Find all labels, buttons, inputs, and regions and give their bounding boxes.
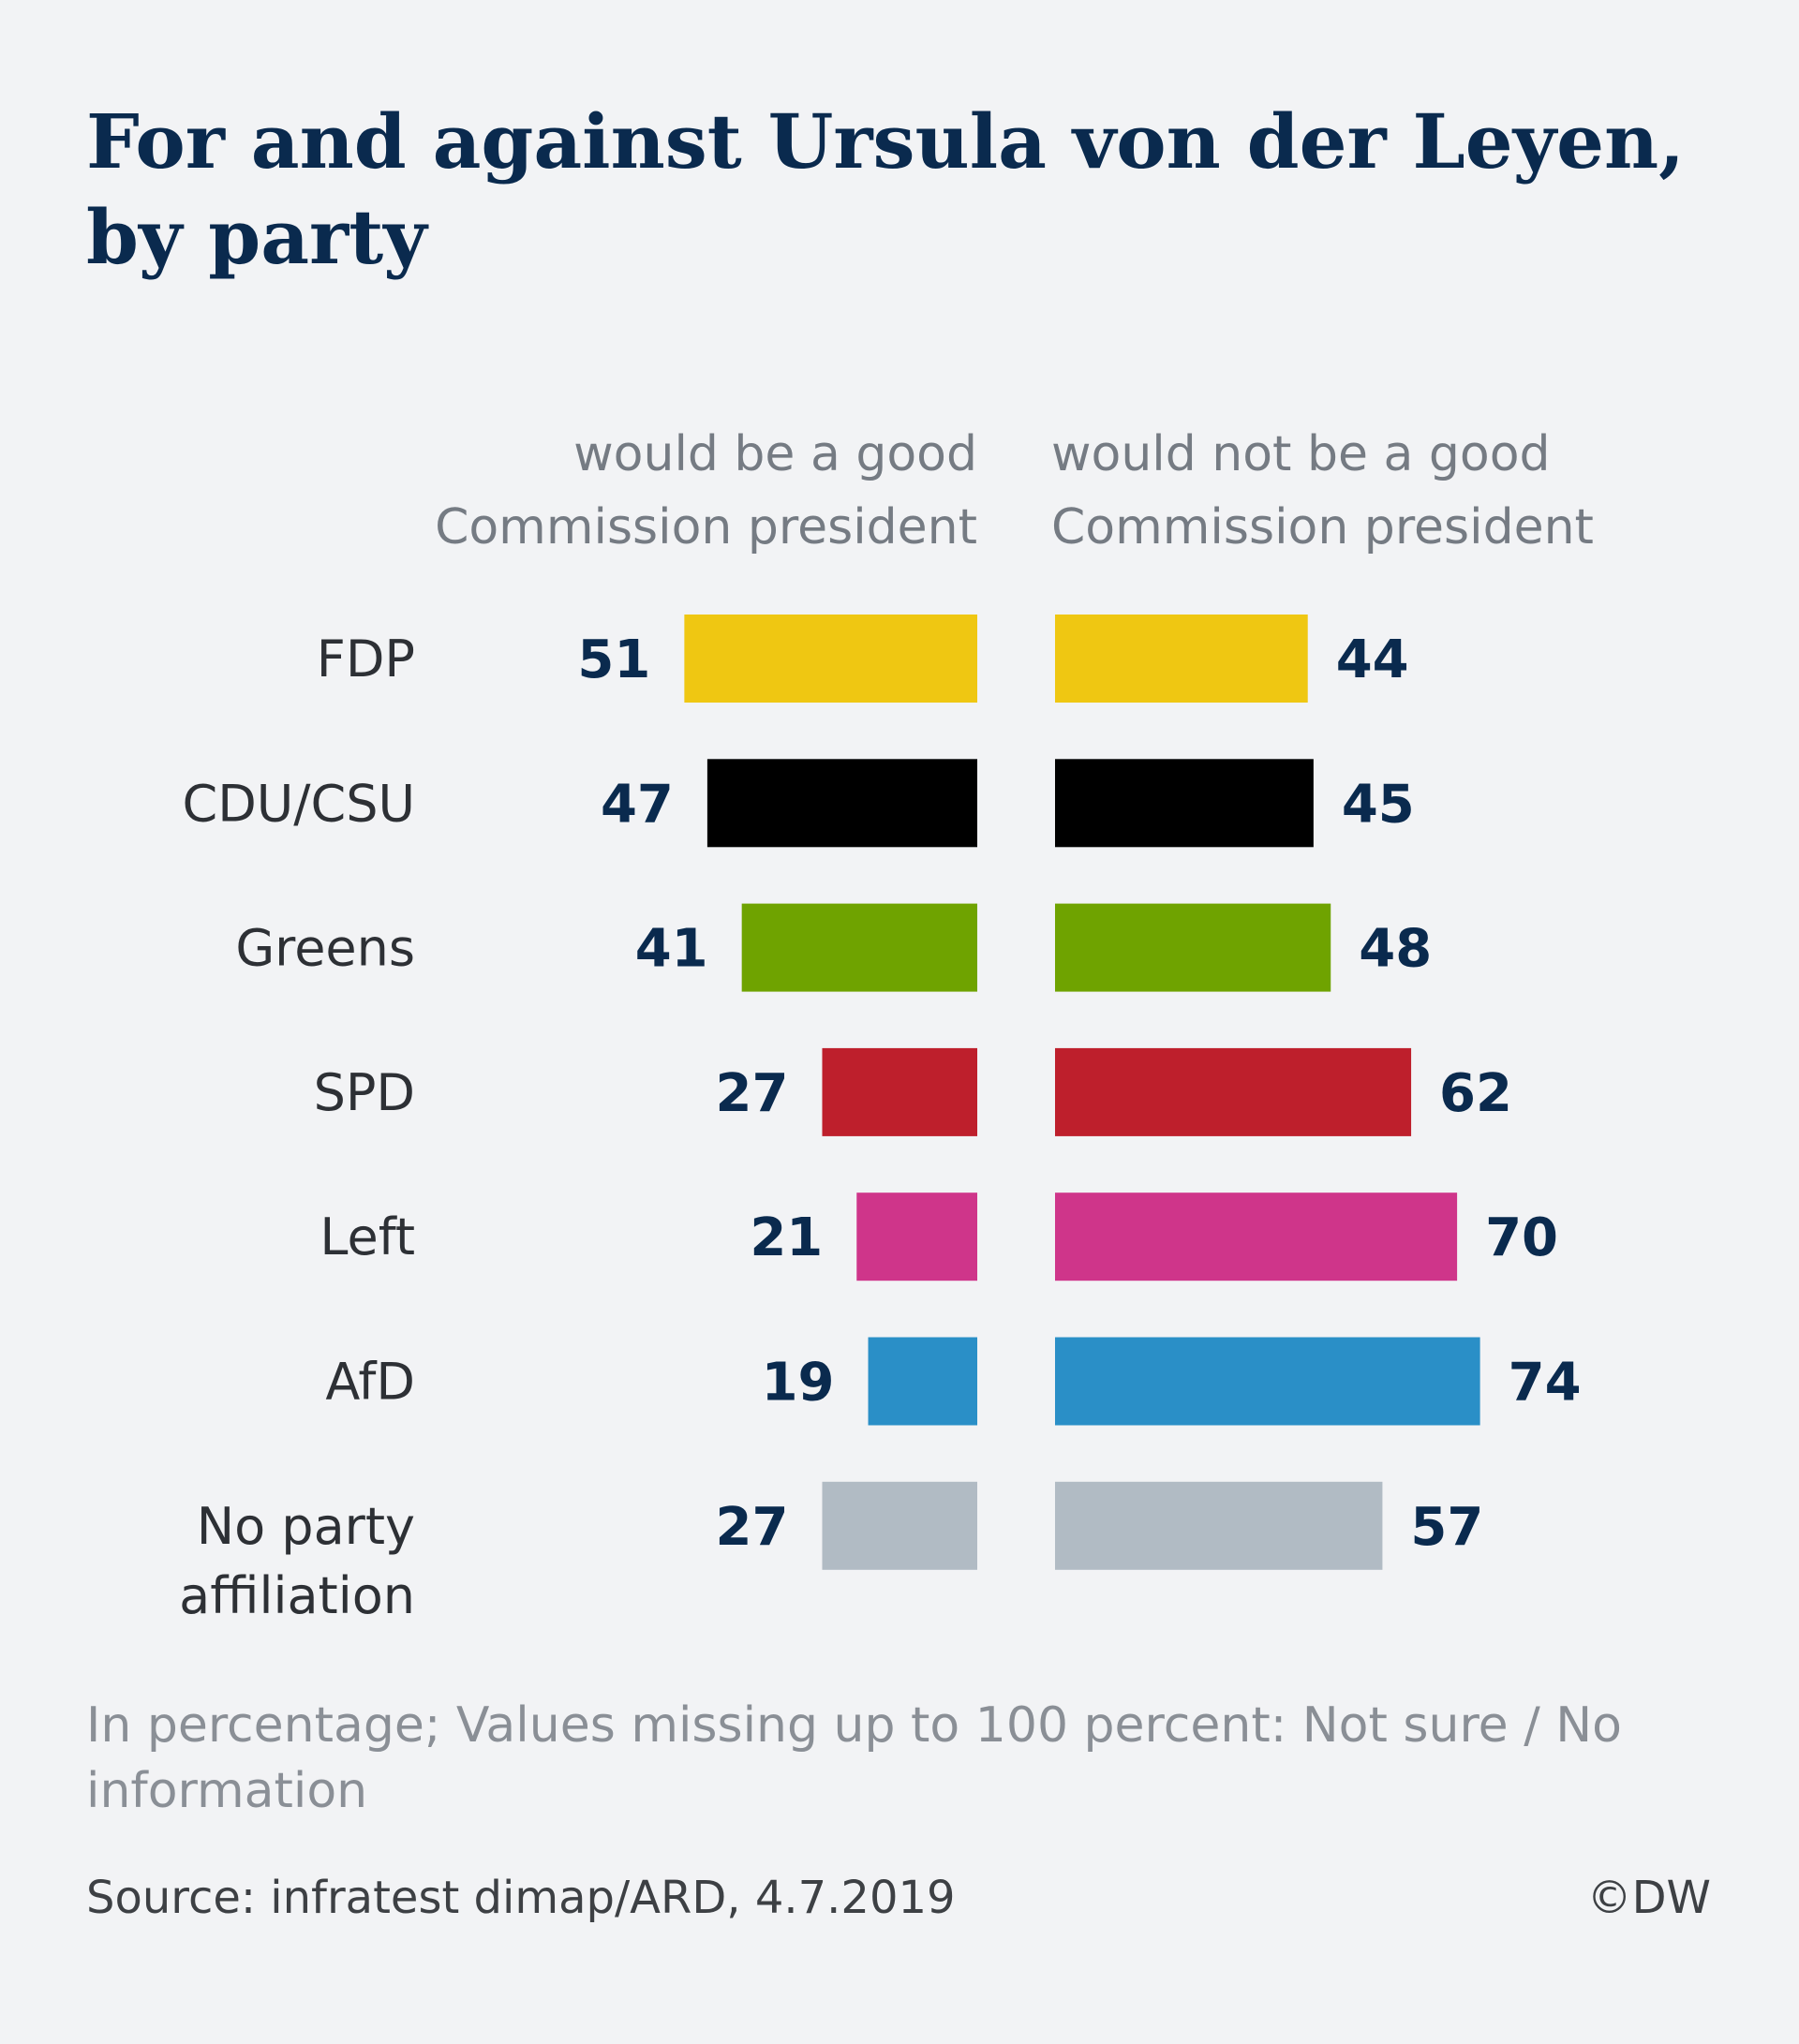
bar-good-afd <box>868 1337 977 1426</box>
value-notgood-spd: 62 <box>1439 1063 1512 1124</box>
category-label-fdp: FDP <box>317 629 415 689</box>
value-notgood-cdu-csu: 45 <box>1342 774 1415 835</box>
value-good-no-party-affiliation: 27 <box>716 1497 789 1558</box>
category-label-cdu-csu: CDU/CSU <box>182 774 415 833</box>
value-notgood-fdp: 44 <box>1336 629 1409 690</box>
bar-good-cdu-csu <box>706 759 977 848</box>
right-series-header: would not be a good Commission president <box>1051 426 1594 555</box>
bar-notgood-afd <box>1055 1337 1480 1426</box>
bar-good-left <box>856 1192 977 1281</box>
value-good-left: 21 <box>750 1207 823 1268</box>
value-notgood-no-party-affiliation: 57 <box>1410 1497 1483 1558</box>
bar-notgood-greens <box>1055 903 1331 992</box>
value-notgood-afd: 74 <box>1509 1353 1582 1414</box>
category-label-no-party-affiliation: No party affiliation <box>179 1497 415 1625</box>
category-label-left: Left <box>320 1207 415 1266</box>
bar-notgood-fdp <box>1055 615 1308 703</box>
category-label-afd: AfD <box>325 1353 415 1412</box>
copyright: ©DW <box>1586 1872 1711 1924</box>
source-line: Source: infratest dimap/ARD, 4.7.2019 <box>86 1872 956 1924</box>
bar-good-no-party-affiliation <box>822 1481 977 1570</box>
value-good-spd: 27 <box>716 1063 789 1124</box>
bar-good-fdp <box>684 615 977 703</box>
category-label-spd: SPD <box>314 1063 415 1122</box>
value-good-fdp: 51 <box>577 629 650 690</box>
value-good-cdu-csu: 47 <box>601 774 674 835</box>
bar-notgood-cdu-csu <box>1055 759 1314 848</box>
value-good-greens: 41 <box>635 919 708 980</box>
bar-notgood-no-party-affiliation <box>1055 1481 1383 1570</box>
chart-title: For and against Ursula von der Leyen, by… <box>86 97 1686 281</box>
chart-note: In percentage; Values missing up to 100 … <box>86 1697 1622 1819</box>
value-notgood-greens: 48 <box>1359 919 1432 980</box>
value-good-afd: 19 <box>762 1353 835 1414</box>
bar-notgood-spd <box>1055 1047 1412 1136</box>
bar-good-greens <box>741 903 977 992</box>
category-label-greens: Greens <box>235 919 415 978</box>
bar-notgood-left <box>1055 1192 1458 1281</box>
bar-good-spd <box>822 1047 977 1136</box>
left-series-header: would be a good Commission president <box>435 426 977 555</box>
value-notgood-left: 70 <box>1485 1207 1558 1268</box>
